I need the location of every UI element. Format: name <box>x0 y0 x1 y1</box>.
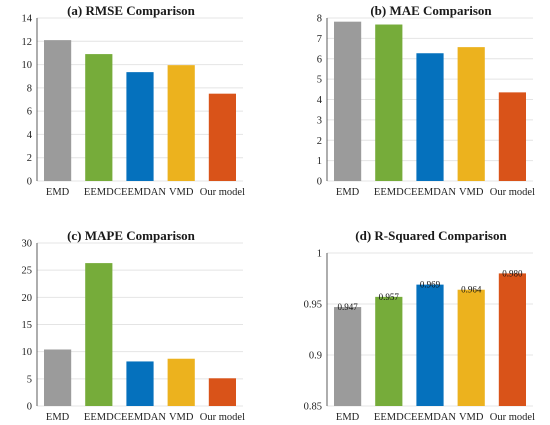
y-tick-label: 10 <box>22 60 33 71</box>
x-tick-label: Our model <box>490 412 535 423</box>
x-tick-label: VMD <box>459 412 484 423</box>
x-tick-label: CEEMDAN <box>404 412 456 423</box>
mape-chart: (c) MAPE Comparison 0 5 10 15 20 25 30 EMD EEMD CE… <box>22 228 246 423</box>
x-tick-label: CEEMDAN <box>114 412 166 423</box>
y-tick-label: 1 <box>317 249 322 260</box>
bar-eemd <box>85 54 113 181</box>
bar-our-model <box>498 273 526 406</box>
y-tick-label: 4 <box>27 130 33 141</box>
bar-our-model <box>208 93 236 181</box>
y-tick-label: 10 <box>22 347 33 358</box>
bar-our-model <box>498 92 526 181</box>
x-tick-label: CEEMDAN <box>114 187 166 198</box>
x-tick-label: EEMD <box>84 187 114 198</box>
bar-eemd <box>375 296 403 406</box>
x-tick-label: EEMD <box>374 187 404 198</box>
bar-emd <box>334 21 362 182</box>
y-tick-label: 15 <box>22 320 33 331</box>
r-squared-chart: (d) R-Squared Comparison 0.85 0.9 0.95 1 EMD 0… <box>304 228 535 423</box>
bar-ceemdan <box>416 284 444 406</box>
y-tick-label: 8 <box>27 83 32 94</box>
bar-emd <box>44 349 72 406</box>
bar-ceemdan <box>416 53 444 181</box>
y-tick-label: 7 <box>317 34 322 45</box>
y-tick-label: 8 <box>317 14 322 25</box>
bar-vmd <box>457 47 485 182</box>
y-tick-label: 5 <box>27 374 32 385</box>
bar-our-model <box>208 378 236 406</box>
data-label: 0.947 <box>337 302 358 312</box>
y-tick-label: 2 <box>317 136 322 147</box>
chart-title: (b) MAE Comparison <box>370 3 492 18</box>
data-label: 0.964 <box>461 285 482 295</box>
x-tick-label: Our model <box>200 187 245 198</box>
y-tick-label: 20 <box>22 293 33 304</box>
x-tick-label: Our model <box>490 187 535 198</box>
y-tick-label: 25 <box>22 266 33 277</box>
y-tick-label: 6 <box>27 107 32 118</box>
y-tick-label: 3 <box>317 115 322 126</box>
data-label: 0.980 <box>502 268 523 278</box>
bar-vmd <box>457 289 485 406</box>
y-tick-label: 0 <box>27 402 32 413</box>
y-tick-label: 0.9 <box>309 351 322 362</box>
chart-title: (d) R-Squared Comparison <box>355 228 507 243</box>
rmse-chart: (a) RMSE Comparison 0 2 4 6 8 10 12 14 EMD EEMD CEE… <box>22 3 246 198</box>
bar-vmd <box>167 65 195 181</box>
y-tick-label: 12 <box>22 37 33 48</box>
x-tick-label: EMD <box>336 412 360 423</box>
y-tick-label: 6 <box>317 54 322 65</box>
x-tick-label: EMD <box>336 187 360 198</box>
chart-title: (a) RMSE Comparison <box>67 3 196 18</box>
x-tick-label: EMD <box>46 412 70 423</box>
y-tick-label: 30 <box>22 239 33 250</box>
x-tick-label: VMD <box>169 187 194 198</box>
y-tick-label: 4 <box>317 95 323 106</box>
x-tick-label: EEMD <box>84 412 114 423</box>
x-tick-label: EEMD <box>374 412 404 423</box>
bar-eemd <box>85 263 113 406</box>
x-tick-label: Our model <box>200 412 245 423</box>
bar-ceemdan <box>126 361 154 406</box>
data-label: 0.969 <box>420 280 441 290</box>
chart-title: (c) MAPE Comparison <box>67 228 196 243</box>
y-tick-label: 1 <box>317 156 322 167</box>
x-tick-label: CEEMDAN <box>404 187 456 198</box>
data-label: 0.957 <box>379 292 400 302</box>
y-tick-label: 2 <box>27 153 32 164</box>
mae-chart: (b) MAE Comparison 0 1 2 3 4 5 6 7 8 EMD EEMD CEEMDA… <box>317 3 535 198</box>
x-tick-label: VMD <box>169 412 194 423</box>
bar-vmd <box>167 358 195 406</box>
bar-ceemdan <box>126 72 154 181</box>
bar-emd <box>44 40 72 181</box>
x-tick-label: VMD <box>459 187 484 198</box>
y-tick-label: 0 <box>317 177 322 188</box>
y-tick-label: 5 <box>317 75 322 86</box>
y-tick-label: 0.95 <box>304 300 322 311</box>
bar-eemd <box>375 24 403 181</box>
x-tick-label: EMD <box>46 187 70 198</box>
y-tick-label: 0.85 <box>304 402 322 413</box>
bar-emd <box>334 307 362 406</box>
y-tick-label: 0 <box>27 177 32 188</box>
y-tick-label: 14 <box>22 14 33 25</box>
